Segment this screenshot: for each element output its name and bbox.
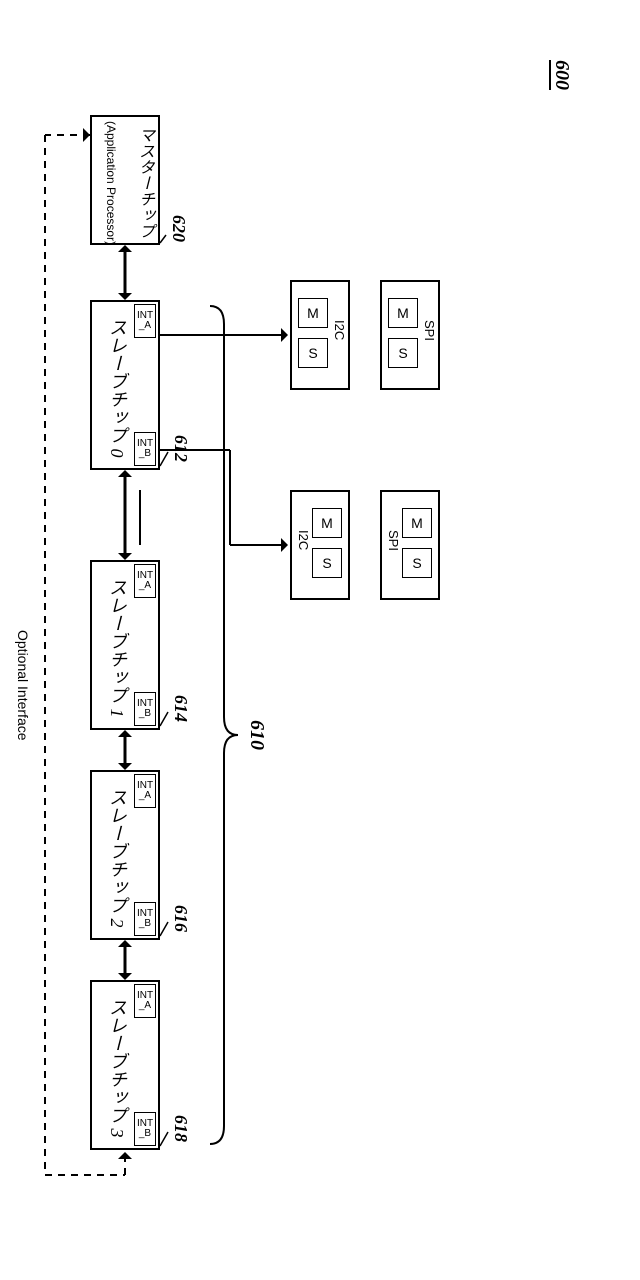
- spi-label: SPI: [422, 320, 437, 341]
- slave-3-int-a: INT _A: [134, 984, 156, 1018]
- slave-1-ref: 614: [170, 695, 191, 722]
- slave-3-ref: 618: [170, 1115, 191, 1142]
- master-ref: 620: [168, 215, 189, 242]
- figure-number: 600: [550, 60, 573, 90]
- master-line1: マスターチップ: [132, 127, 156, 239]
- spi-label: SPI: [386, 530, 401, 551]
- spi-m: M: [388, 298, 418, 328]
- slave-1-int-b: INT _B: [134, 692, 156, 726]
- i2c-m: M: [298, 298, 328, 328]
- slave-0-int-b: INT _B: [134, 432, 156, 466]
- slave-1-label: スレーブチップ 1: [104, 578, 130, 718]
- bus-ref: 610: [245, 720, 268, 750]
- i2c-m: M: [312, 508, 342, 538]
- slave-1-int-a: INT _A: [134, 564, 156, 598]
- i2c-label: I2C: [296, 530, 311, 550]
- i2c-label: I2C: [332, 320, 347, 340]
- spi-s: S: [388, 338, 418, 368]
- i2c-s: S: [312, 548, 342, 578]
- slave-2-label: スレーブチップ 2: [104, 788, 130, 928]
- slave-2-int-b: INT _B: [134, 902, 156, 936]
- optional-interface-label: Optional Interface: [15, 630, 31, 741]
- slave-0-ref: 612: [170, 435, 191, 462]
- spi-m: M: [402, 508, 432, 538]
- slave-3-label: スレーブチップ 3: [104, 998, 130, 1138]
- slave-0-int-a: INT _A: [134, 304, 156, 338]
- slave-2-int-a: INT _A: [134, 774, 156, 808]
- slave-0-label: スレーブチップ 0: [104, 318, 130, 458]
- i2c-s: S: [298, 338, 328, 368]
- slave-2-ref: 616: [170, 905, 191, 932]
- slave-3-int-b: INT _B: [134, 1112, 156, 1146]
- master-line2: (Application Processor): [104, 121, 118, 245]
- spi-s: S: [402, 548, 432, 578]
